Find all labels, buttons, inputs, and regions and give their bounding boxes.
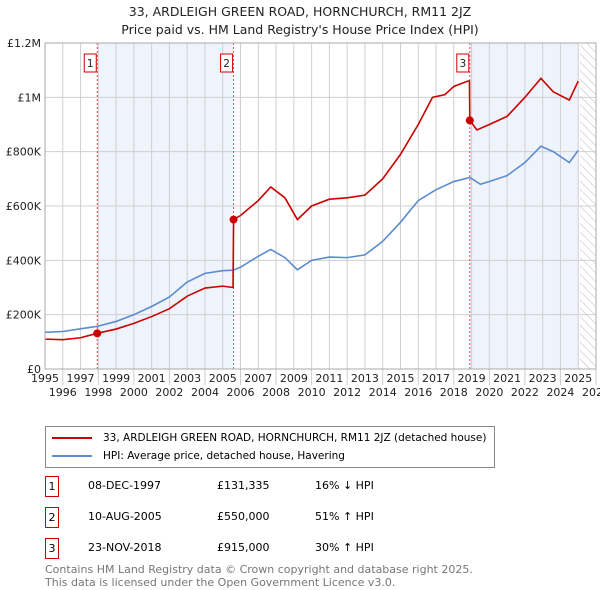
x-tick-label: 2001: [138, 372, 166, 385]
x-tick-label: 2019: [458, 372, 486, 385]
x-tick-label: 2002: [155, 386, 183, 399]
sale-marker: 1: [45, 476, 59, 497]
sale-marker-label: 2: [223, 58, 230, 70]
chart-title: 33, ARDLEIGH GREEN ROAD, HORNCHURCH, RM1…: [128, 4, 472, 19]
sale-marker: 3: [45, 538, 59, 559]
sale-marker-box: [220, 53, 234, 73]
sale-point: [93, 329, 102, 338]
legend-red-line: [52, 437, 92, 439]
legend-label-property: 33, ARDLEIGH GREEN ROAD, HORNCHURCH, RM1…: [103, 432, 487, 444]
x-tick-label: 2014: [369, 386, 397, 399]
sale-price: £915,000: [217, 541, 270, 554]
sale-marker-box: [83, 53, 97, 73]
x-tick-label: 2000: [120, 386, 148, 399]
x-tick-label: 2004: [191, 386, 219, 399]
x-tick-label: 2010: [298, 386, 326, 399]
sale-price: £131,335: [217, 479, 270, 492]
x-tick-label: 2023: [529, 372, 557, 385]
plot-border: [44, 42, 597, 370]
x-tick-label: 1996: [49, 386, 77, 399]
sale-hpi: 51% ↑ HPI: [315, 510, 374, 523]
sale-marker-box: [456, 53, 470, 73]
x-tick-label: 2021: [493, 372, 521, 385]
y-tick-label: £0: [27, 363, 41, 376]
sale-row: 2 10-AUG-2005 £550,000 51% ↑ HPI: [45, 507, 545, 528]
x-tick-label: 2006: [227, 386, 255, 399]
footer-licence: This data is licensed under the Open Gov…: [45, 576, 396, 589]
x-tick-label: 1995: [31, 372, 59, 385]
sale-price: £550,000: [217, 510, 270, 523]
sale-row: 1 08-DEC-1997 £131,335 16% ↓ HPI: [45, 476, 545, 497]
x-tick-label: 2020: [475, 386, 503, 399]
x-tick-label: 2008: [262, 386, 290, 399]
y-tick-label: £400K: [6, 254, 42, 267]
x-tick-label: 2022: [511, 386, 539, 399]
sale-point: [465, 116, 474, 125]
y-tick-label: £1.2M: [7, 37, 41, 50]
sale-point: [229, 215, 238, 224]
y-tick-label: £600K: [6, 200, 42, 213]
x-tick-label: 2009: [280, 372, 308, 385]
x-tick-label: 2011: [315, 372, 343, 385]
x-tick-label: 2017: [422, 372, 450, 385]
legend-label-hpi: HPI: Average price, detached house, Have…: [103, 450, 345, 462]
x-tick-label: 1998: [84, 386, 112, 399]
y-tick-label: £800K: [6, 146, 42, 159]
sale-hpi: 30% ↑ HPI: [315, 541, 374, 554]
y-tick-label: £1M: [18, 91, 42, 104]
x-tick-label: 2015: [386, 372, 414, 385]
x-tick-label: 2007: [244, 372, 272, 385]
x-tick-label: 2025: [564, 372, 592, 385]
x-tick-label: 1999: [102, 372, 130, 385]
x-tick-label: 2005: [209, 372, 237, 385]
y-tick-label: £200K: [6, 309, 42, 322]
x-tick-label: 2003: [173, 372, 201, 385]
sale-marker: 2: [45, 507, 59, 528]
x-tick-label: 2013: [351, 372, 379, 385]
footer-copyright: Contains HM Land Registry data © Crown c…: [45, 563, 473, 576]
x-tick-label: 2018: [440, 386, 468, 399]
x-tick-label: 2024: [546, 386, 574, 399]
sale-date: 10-AUG-2005: [88, 510, 162, 523]
x-tick-label: 2026: [582, 386, 600, 399]
sale-date: 23-NOV-2018: [88, 541, 162, 554]
sale-row: 3 23-NOV-2018 £915,000 30% ↑ HPI: [45, 538, 545, 559]
legend: 33, ARDLEIGH GREEN ROAD, HORNCHURCH, RM1…: [45, 426, 495, 468]
x-tick-label: 2016: [404, 386, 432, 399]
chart-subtitle: Price paid vs. HM Land Registry's House …: [121, 22, 479, 37]
sale-marker-label: 3: [459, 58, 466, 70]
sale-marker-label: 1: [87, 58, 94, 70]
series-line: [44, 145, 579, 334]
sale-date: 08-DEC-1997: [88, 479, 162, 492]
plot-area: 1995199619971998199920002001200220032004…: [6, 37, 600, 399]
series-line: [44, 77, 579, 341]
x-tick-label: 1997: [67, 372, 95, 385]
x-tick-label: 2012: [333, 386, 361, 399]
sale-hpi: 16% ↓ HPI: [315, 479, 374, 492]
legend-blue-line: [52, 455, 92, 457]
